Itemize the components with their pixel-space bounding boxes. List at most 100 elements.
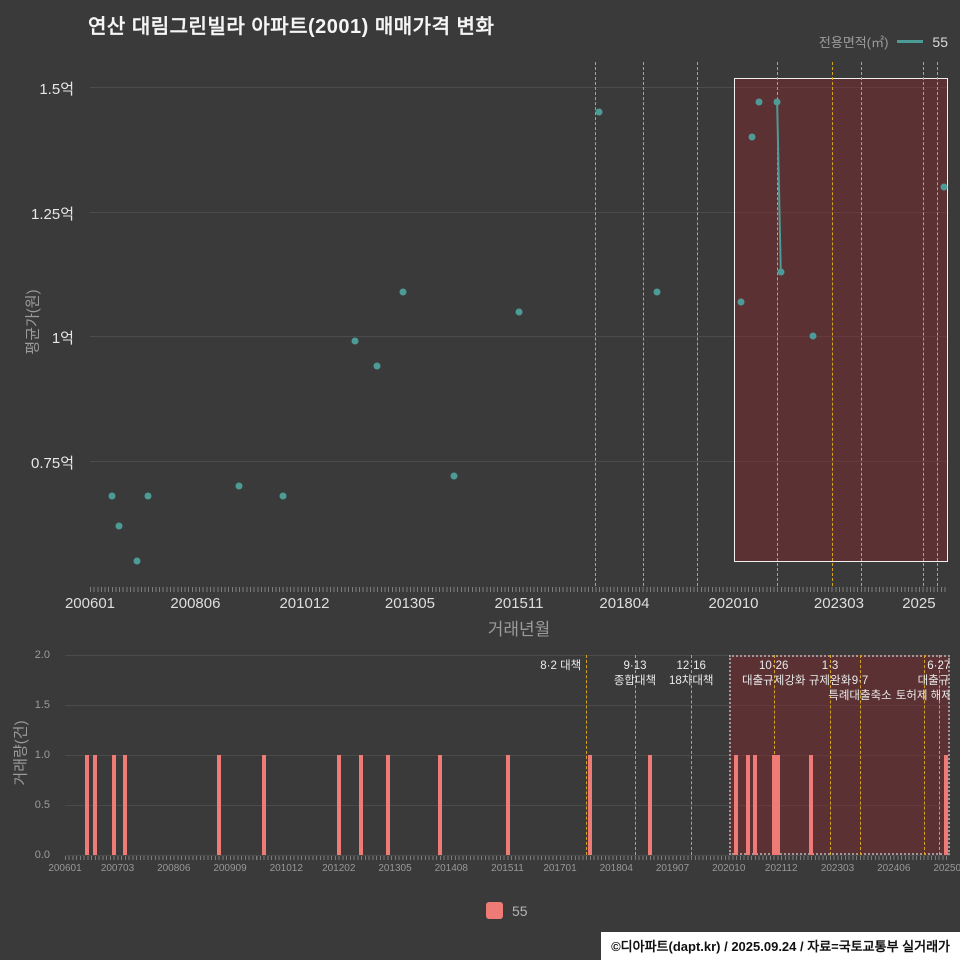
price-y-tick-label: 1.5억 — [39, 80, 74, 98]
volume-x-tick-label: 200601 — [48, 863, 82, 874]
policy-line — [691, 655, 693, 855]
policy-label: 종합대책 — [613, 675, 657, 687]
volume-x-tick-label: 202303 — [820, 863, 855, 874]
volume-x-tickstrip — [65, 855, 950, 860]
volume-bar[interactable] — [85, 755, 90, 855]
volume-plot: 8·2 대책 9·13 종합대책 12·16 18차대책 10·26 대출규제강화 1·3 규제… — [65, 655, 950, 856]
price-x-tick-label: 202303 — [813, 595, 864, 612]
price-y-tick-label: 1억 — [51, 330, 74, 348]
scatter-point[interactable] — [133, 557, 141, 565]
legend-line-swatch — [897, 40, 924, 43]
scatter-point[interactable] — [940, 183, 948, 191]
series-legend-label: 55 — [512, 902, 528, 919]
policy-line — [937, 62, 939, 586]
area-legend-label: 전용면적(㎡) — [818, 35, 889, 50]
scatter-point[interactable] — [399, 288, 407, 296]
scatter-point[interactable] — [737, 298, 745, 306]
volume-bar[interactable] — [505, 755, 510, 855]
volume-bar[interactable] — [775, 755, 780, 855]
price-x-tick-label: 201012 — [279, 595, 330, 612]
volume-bar[interactable] — [745, 755, 750, 855]
volume-x-tick-label: 201305 — [378, 863, 412, 874]
scatter-point[interactable] — [809, 332, 817, 340]
volume-x-tick-label: 200806 — [157, 863, 191, 874]
scatter-point[interactable] — [450, 472, 458, 480]
scatter-point[interactable] — [373, 362, 381, 370]
policy-label: 토허제 해제 — [895, 690, 950, 702]
price-x-axis-title: 거래년월 — [487, 620, 551, 639]
volume-x-tick-label: 201511 — [491, 863, 524, 874]
volume-x-tick-label: 202406 — [877, 863, 911, 874]
policy-label: 9·7 — [851, 675, 869, 687]
area-legend-value: 55 — [932, 33, 948, 50]
volume-bar[interactable] — [216, 755, 221, 855]
scatter-point[interactable] — [515, 308, 523, 316]
volume-bar[interactable] — [111, 755, 116, 855]
policy-line — [595, 62, 597, 586]
volume-x-tick-label: 201701 — [543, 863, 577, 874]
volume-bar[interactable] — [93, 755, 97, 855]
volume-bar[interactable] — [336, 755, 341, 855]
volume-bar[interactable] — [123, 755, 127, 855]
scatter-point[interactable] — [595, 108, 603, 116]
volume-bar[interactable] — [734, 755, 739, 855]
volume-x-tick-label: 200703 — [100, 863, 135, 874]
policy-line — [586, 655, 588, 855]
policy-line — [923, 655, 925, 855]
volume-bar[interactable] — [944, 755, 949, 855]
scatter-point[interactable] — [235, 482, 243, 490]
scatter-point[interactable] — [144, 492, 152, 500]
scatter-point[interactable] — [279, 492, 287, 500]
gridline — [65, 655, 950, 656]
price-x-tick-label: 200806 — [170, 595, 221, 612]
policy-line — [642, 62, 644, 586]
policy-label: 10·26 — [759, 660, 789, 672]
policy-line — [634, 655, 636, 855]
scatter-point[interactable] — [748, 133, 756, 141]
scatter-point[interactable] — [777, 268, 785, 276]
gridline — [90, 461, 948, 463]
policy-label: 대출규제강화 — [742, 675, 806, 687]
scatter-point[interactable] — [115, 522, 123, 530]
volume-bar[interactable] — [385, 755, 390, 855]
price-y-tick-label: 1.25억 — [31, 205, 74, 223]
price-plot — [90, 62, 948, 586]
area-legend[interactable]: 전용면적(㎡) 55 — [819, 32, 948, 51]
policy-line — [697, 62, 699, 586]
volume-x-tick-label: 200909 — [213, 863, 247, 874]
price-x-tick-label: 200601 — [64, 595, 116, 612]
volume-bar[interactable] — [753, 755, 757, 855]
scatter-point[interactable] — [108, 492, 116, 500]
series-legend[interactable]: 55 — [486, 902, 528, 919]
scatter-point[interactable] — [351, 337, 359, 345]
volume-y-tick-label: 1.0 — [34, 749, 50, 761]
price-y-tick-label: 0.75억 — [31, 455, 74, 473]
policy-line — [831, 62, 833, 586]
volume-bar[interactable] — [588, 755, 592, 855]
policy-label: 18차대책 — [668, 675, 714, 687]
volume-bar[interactable] — [647, 755, 652, 855]
volume-x-tick-label: 201408 — [434, 863, 468, 874]
volume-bar[interactable] — [771, 755, 776, 855]
volume-y-tick-label: 1.5 — [34, 699, 50, 711]
price-x-tick-label: 201305 — [384, 595, 435, 612]
gridline — [90, 86, 948, 88]
gridline — [65, 705, 950, 706]
volume-bar[interactable] — [809, 755, 814, 855]
scatter-point[interactable] — [653, 288, 661, 296]
volume-bar[interactable] — [359, 755, 364, 855]
gridline — [90, 336, 948, 338]
volume-bar[interactable] — [438, 755, 442, 855]
credit-footer: ©디아파트(dapt.kr) / 2025.09.24 / 자료=국토교통부 실… — [601, 932, 960, 960]
scatter-point[interactable] — [773, 98, 781, 106]
volume-x-axis: 200601 200703 200806 200909 201012 201202 2013… — [48, 863, 960, 877]
page-title: 연산 대림그린빌라 아파트(2001) 매매가격 변화 — [88, 16, 495, 38]
gridline — [90, 211, 948, 213]
volume-y-tick-label: 0.5 — [34, 799, 50, 811]
volume-x-tick-label: 201202 — [322, 863, 356, 874]
scatter-point[interactable] — [755, 98, 763, 106]
price-x-axis: 200601 200806 201012 201305 201511 201804 2020… — [65, 595, 948, 613]
volume-bar[interactable] — [261, 755, 266, 855]
price-x-tickstrip — [90, 587, 948, 592]
